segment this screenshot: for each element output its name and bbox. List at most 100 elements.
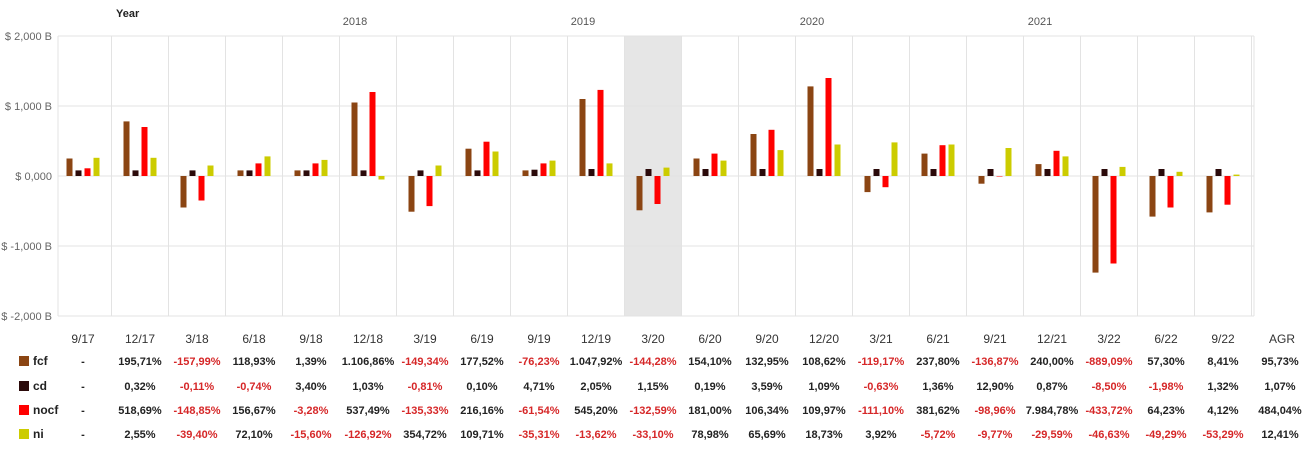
bar-ni-6-18 <box>264 156 271 176</box>
agr-cell: -132,59% <box>629 405 676 417</box>
x-tick-label: 3/22 <box>1097 332 1121 346</box>
bar-nocf-3-22 <box>1110 176 1117 264</box>
agr-cell: 4,12% <box>1207 405 1238 417</box>
bar-ni-12-20 <box>834 144 841 176</box>
bar-cd-12-20 <box>816 169 823 176</box>
bar-fcf-6-19 <box>465 148 472 176</box>
year-label: 2019 <box>571 16 595 28</box>
bar-nocf-12-17 <box>141 127 148 176</box>
agr-cell: -0,63% <box>864 381 899 393</box>
x-tick-label: 9/19 <box>527 332 551 346</box>
bar-cd-12-19 <box>588 169 595 176</box>
bar-nocf-6-22 <box>1167 176 1174 208</box>
agr-cell: -135,33% <box>401 405 448 417</box>
agr-cell: - <box>81 356 85 368</box>
bar-cd-6-19 <box>474 170 481 176</box>
bar-cd-3-22 <box>1101 169 1108 176</box>
x-tick-label: 6/19 <box>470 332 494 346</box>
bar-fcf-12-17 <box>123 121 130 176</box>
agr-total-cell: 12,41% <box>1261 429 1299 441</box>
agr-cell: 354,72% <box>403 429 447 441</box>
bar-fcf-6-18 <box>237 170 244 176</box>
agr-cell: 1,15% <box>637 381 668 393</box>
agr-cell: 64,23% <box>1147 405 1185 417</box>
y-tick-label: $ 0,000 <box>15 171 52 183</box>
bar-ni-6-20 <box>720 160 727 176</box>
bar-ni-3-20 <box>663 167 670 176</box>
bar-ni-3-21 <box>891 142 898 176</box>
bar-cd-9-19 <box>531 169 538 176</box>
bar-nocf-3-19 <box>426 176 433 207</box>
legend-swatch-ni <box>19 429 29 439</box>
bar-cd-3-18 <box>189 170 196 176</box>
agr-cell: 1,32% <box>1207 381 1238 393</box>
agr-cell: -889,09% <box>1085 356 1132 368</box>
bar-ni-9-19 <box>549 160 556 176</box>
bar-fcf-3-22 <box>1092 176 1099 273</box>
agr-cell: 3,92% <box>865 429 896 441</box>
bar-cd-12-21 <box>1044 169 1051 176</box>
x-tick-label: 6/21 <box>926 332 950 346</box>
agr-cell: -98,96% <box>975 405 1016 417</box>
bar-fcf-12-19 <box>579 99 586 176</box>
legend-label-nocf: nocf <box>33 403 59 417</box>
year-axis-title: Year <box>116 8 140 20</box>
bar-nocf-3-18 <box>198 176 205 201</box>
agr-cell: -49,29% <box>1146 429 1187 441</box>
agr-cell: 0,32% <box>124 381 155 393</box>
agr-cell: 518,69% <box>118 405 162 417</box>
agr-cell: -61,54% <box>519 405 560 417</box>
bar-ni-3-22 <box>1119 166 1126 176</box>
agr-cell: 195,71% <box>118 356 162 368</box>
x-tick-label: 9/21 <box>983 332 1007 346</box>
agr-cell: -144,28% <box>629 356 676 368</box>
bar-nocf-9-22 <box>1224 176 1231 205</box>
bar-fcf-12-18 <box>351 102 358 176</box>
agr-cell: 0,10% <box>466 381 497 393</box>
agr-cell: -149,34% <box>401 356 448 368</box>
bar-ni-3-19 <box>435 165 442 176</box>
bar-fcf-3-19 <box>408 176 415 212</box>
agr-cell: 181,00% <box>688 405 732 417</box>
bar-fcf-3-21 <box>864 176 871 193</box>
bar-cd-9-22 <box>1215 169 1222 176</box>
agr-cell: -3,28% <box>294 405 329 417</box>
bar-ni-9-20 <box>777 150 784 176</box>
bar-nocf-3-21 <box>882 176 889 188</box>
bar-nocf-6-19 <box>483 141 490 176</box>
agr-cell: -53,29% <box>1203 429 1244 441</box>
agr-cell: 216,16% <box>460 405 504 417</box>
bar-cd-6-20 <box>702 169 709 176</box>
bar-nocf-3-20 <box>654 176 661 204</box>
bar-fcf-3-18 <box>180 176 187 208</box>
bar-fcf-9-22 <box>1206 176 1213 213</box>
year-label: 2020 <box>800 16 824 28</box>
x-tick-label: 12/17 <box>125 332 155 346</box>
agr-cell: 177,52% <box>460 356 504 368</box>
agr-cell: 109,71% <box>460 429 504 441</box>
bar-nocf-12-21 <box>1053 150 1060 176</box>
legend-swatch-fcf <box>19 356 29 366</box>
agr-cell: -119,17% <box>858 356 905 368</box>
agr-cell: 2,05% <box>580 381 611 393</box>
x-tick-label: 6/20 <box>698 332 722 346</box>
bar-cd-6-18 <box>246 170 253 176</box>
bar-nocf-12-19 <box>597 89 604 176</box>
agr-cell: 65,69% <box>748 429 786 441</box>
bar-ni-9-22 <box>1233 174 1240 176</box>
bar-fcf-9-20 <box>750 134 757 176</box>
bar-cd-6-22 <box>1158 169 1165 176</box>
legend-label-ni: ni <box>33 427 44 441</box>
legend-swatch-nocf <box>19 405 29 415</box>
agr-cell: -0,74% <box>237 381 272 393</box>
bar-cd-3-20 <box>645 169 652 176</box>
legend-label-cd: cd <box>33 379 47 393</box>
legend-label-fcf: fcf <box>33 354 49 368</box>
agr-cell: 1,36% <box>922 381 953 393</box>
agr-cell: 3,40% <box>295 381 326 393</box>
agr-cell: -33,10% <box>633 429 674 441</box>
agr-cell: 1,39% <box>295 356 326 368</box>
bar-fcf-9-17 <box>66 158 73 176</box>
